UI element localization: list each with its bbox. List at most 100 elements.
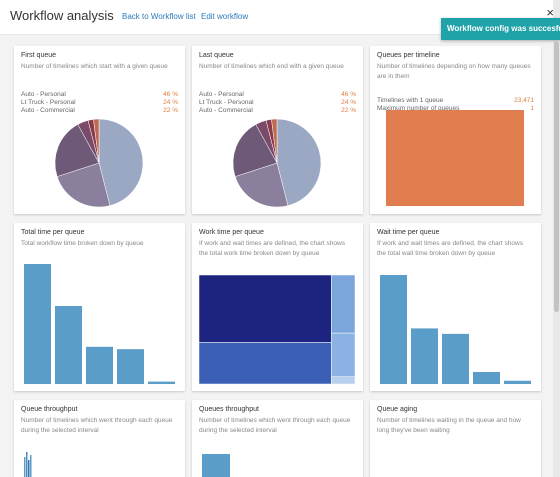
legend-percent: 22 % bbox=[341, 107, 356, 114]
bar bbox=[380, 275, 407, 384]
card-title: Last queue bbox=[199, 52, 234, 59]
pie-slice bbox=[56, 162, 111, 208]
pie-slice bbox=[93, 118, 100, 164]
card-description: Number of timelines waiting in the queue… bbox=[377, 416, 521, 436]
legend-row: Lt Truck - Personal 24 % bbox=[21, 99, 178, 107]
pie-slice bbox=[276, 118, 322, 206]
legend-row: Auto - Commercial 22 % bbox=[21, 107, 178, 115]
description-line: long they've been waiting bbox=[377, 427, 450, 434]
card-description: If work and wait times are defined, the … bbox=[199, 239, 345, 259]
throughput-spike bbox=[30, 455, 32, 477]
card-title: Queues per timeline bbox=[377, 52, 440, 59]
bar bbox=[473, 372, 500, 384]
queue-stats: Timelines with 1 queue 23,471 Maximum num… bbox=[377, 97, 534, 113]
stat-label: Maximum number of queues bbox=[377, 105, 460, 112]
pie-legend: Auto - Personal 46 % Lt Truck - Personal 2… bbox=[199, 91, 356, 115]
queues-throughput-chart bbox=[202, 454, 230, 477]
last-queue-pie-chart bbox=[232, 118, 322, 208]
description-line: during the selected interval bbox=[21, 427, 99, 434]
pie-slice bbox=[232, 124, 278, 177]
legend-label: Auto - Commercial bbox=[21, 107, 75, 114]
bar bbox=[55, 306, 82, 384]
first-queue-card: First queue Number of timelines which st… bbox=[14, 46, 185, 214]
description-line: If work and wait times are defined, the … bbox=[199, 240, 345, 247]
bar bbox=[411, 328, 438, 384]
wait-time-bar-chart bbox=[380, 275, 531, 384]
pie-slice bbox=[54, 124, 100, 177]
legend-row: Lt Truck - Personal 24 % bbox=[199, 99, 356, 107]
card-description: Number of timelines depending on how man… bbox=[377, 62, 531, 82]
throughput-spike bbox=[24, 457, 26, 477]
stat-value: 23,471 bbox=[514, 97, 534, 104]
pie-slice bbox=[271, 118, 278, 164]
description-line: the total wait time broken down by queue bbox=[377, 250, 496, 257]
work-time-treemap bbox=[198, 274, 356, 385]
description-line: during the selected interval bbox=[199, 427, 277, 434]
stat-row: Maximum number of queues 1 bbox=[377, 105, 534, 113]
edit-workflow-link[interactable]: Edit workflow bbox=[201, 12, 249, 21]
description-line: are in them bbox=[377, 73, 410, 80]
queue-aging-card: Queue aging Number of timelines waiting … bbox=[370, 400, 541, 477]
pie-slice bbox=[98, 118, 144, 206]
legend-label: Auto - Personal bbox=[21, 91, 66, 98]
stat-row: Timelines with 1 queue 23,471 bbox=[377, 97, 534, 105]
legend-percent: 24 % bbox=[163, 99, 178, 106]
legend-row: Auto - Personal 46 % bbox=[199, 91, 356, 99]
queue-throughput-card: Queue throughput Number of timelines whi… bbox=[14, 400, 185, 477]
legend-percent: 24 % bbox=[341, 99, 356, 106]
description-line: Number of timelines waiting in the queue… bbox=[377, 417, 521, 424]
treemap-cell bbox=[198, 274, 332, 343]
back-to-workflow-list-link[interactable]: Back to Workflow list bbox=[122, 12, 196, 21]
card-title: First queue bbox=[21, 52, 57, 59]
treemap-cell bbox=[198, 342, 332, 385]
card-description: Number of timelines which went through e… bbox=[21, 416, 172, 436]
legend-label: Auto - Personal bbox=[199, 91, 244, 98]
card-title: Queues throughput bbox=[199, 406, 259, 413]
description-line: the total work time broken down by queue bbox=[199, 250, 320, 257]
legend-row: Auto - Personal 46 % bbox=[21, 91, 178, 99]
card-title: Total time per queue bbox=[21, 229, 85, 236]
stat-value: 1 bbox=[530, 105, 534, 112]
card-description: Number of timelines which went through e… bbox=[199, 416, 350, 436]
pie-slice bbox=[234, 162, 289, 208]
card-description: Total workflow time broken down by queue bbox=[21, 240, 144, 247]
card-description: Number of timelines which end with a giv… bbox=[199, 63, 344, 70]
first-queue-pie-chart bbox=[54, 118, 144, 208]
bar bbox=[442, 333, 469, 384]
bar bbox=[86, 346, 113, 384]
throughput-bar bbox=[202, 454, 230, 477]
wait-time-per-queue-card: Wait time per queue If work and wait tim… bbox=[370, 223, 541, 391]
card-title: Work time per queue bbox=[199, 229, 264, 236]
card-title: Queue throughput bbox=[21, 406, 78, 413]
legend-label: Lt Truck - Personal bbox=[21, 99, 76, 106]
bar bbox=[386, 110, 524, 206]
description-line: If work and wait times are defined, the … bbox=[377, 240, 523, 247]
legend-row: Auto - Commercial 22 % bbox=[199, 107, 356, 115]
card-description: Number of timelines which start with a g… bbox=[21, 63, 168, 70]
treemap-cell bbox=[331, 274, 356, 334]
legend-label: Lt Truck - Personal bbox=[199, 99, 254, 106]
close-icon[interactable]: × bbox=[546, 5, 554, 20]
treemap-cell bbox=[331, 332, 356, 377]
total-time-bar-chart bbox=[24, 264, 175, 384]
description-line: Number of timelines which went through e… bbox=[21, 417, 173, 424]
throughput-spike bbox=[26, 452, 28, 477]
queues-throughput-card: Queues throughput Number of timelines wh… bbox=[192, 400, 363, 477]
queue-throughput-chart bbox=[24, 452, 32, 477]
description-line: Number of timelines depending on how man… bbox=[377, 63, 531, 70]
queues-per-timeline-card: Queues per timeline Number of timelines … bbox=[370, 46, 541, 214]
card-description: If work and wait times are defined, the … bbox=[377, 239, 523, 259]
card-title: Wait time per queue bbox=[377, 229, 440, 236]
legend-percent: 22 % bbox=[163, 107, 178, 114]
treemap-cell bbox=[331, 376, 356, 385]
success-toast[interactable]: Workflow config was succesfully updated bbox=[441, 18, 560, 40]
legend-percent: 46 % bbox=[341, 91, 356, 98]
scrollbar-thumb[interactable] bbox=[554, 42, 559, 312]
last-queue-card: Last queue Number of timelines which end… bbox=[192, 46, 363, 214]
stat-label: Timelines with 1 queue bbox=[377, 97, 444, 104]
bar bbox=[504, 380, 531, 384]
bar bbox=[24, 264, 51, 384]
card-title: Queue aging bbox=[377, 406, 418, 413]
bar bbox=[148, 381, 175, 384]
pie-legend: Auto - Personal 46 % Lt Truck - Personal 2… bbox=[21, 91, 178, 115]
